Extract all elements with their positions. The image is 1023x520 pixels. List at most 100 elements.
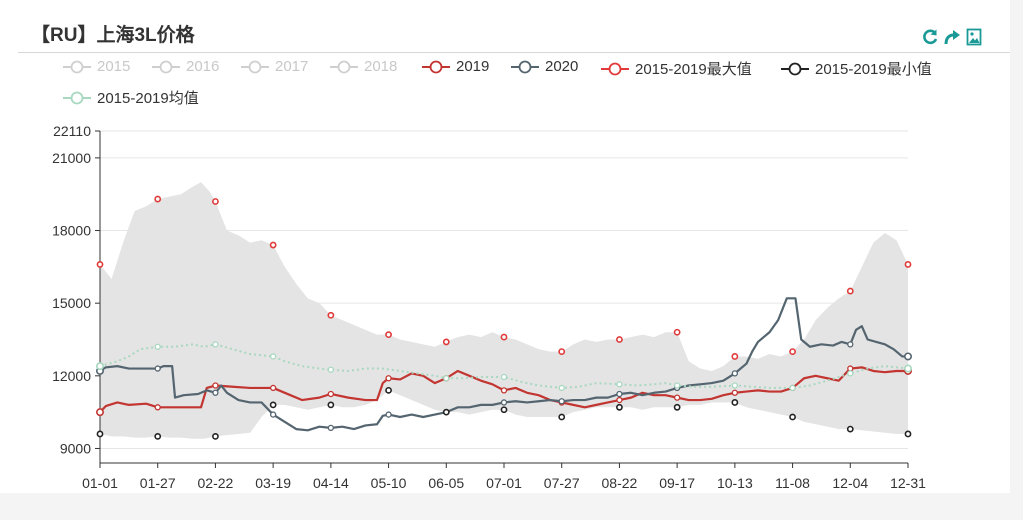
series-2015-2019最大值-point	[846, 287, 854, 295]
series-2015-2019均值-point	[673, 382, 681, 389]
legend-label-2015: 2015	[97, 58, 131, 75]
legend-marker-icon	[241, 60, 269, 73]
series-2015-2019最大值-point	[500, 333, 508, 341]
x-tick-label: 10-13	[717, 475, 753, 491]
series-2020-point	[731, 370, 739, 377]
legend-circle	[518, 60, 532, 73]
series-2020-point	[500, 399, 508, 406]
legend-circle	[788, 62, 802, 75]
series-2015-2019最小值-point	[558, 413, 566, 421]
legend-label-2019: 2019	[456, 58, 490, 75]
series-2015-2019最小值-point	[327, 401, 335, 409]
series-2015-2019最小值-point	[442, 408, 450, 416]
series-2019-line	[99, 366, 908, 413]
series-2015-2019均值-point	[154, 343, 161, 350]
series-2019-point	[96, 408, 105, 417]
series-2015-2019最大值-point	[616, 336, 623, 343]
series-2019-point	[154, 404, 161, 411]
series-2015-2019最大值-point	[442, 338, 450, 346]
legend-item-2016[interactable]: 2016	[151, 58, 219, 75]
legend-label-2018: 2018	[364, 58, 398, 75]
save-image-icon[interactable]	[965, 28, 983, 46]
series-2015-2019均值-point	[847, 370, 854, 377]
series-2019-point	[269, 384, 277, 392]
legend-item-2020[interactable]: 2020	[510, 58, 578, 75]
series-2020-point	[269, 411, 277, 418]
series-2015-2019均值-point	[269, 353, 277, 360]
legend-marker-icon	[63, 60, 91, 73]
legend-item-min[interactable]: 2015-2019最小值	[780, 58, 932, 79]
series-2015-2019均值-point	[616, 381, 623, 388]
legend-item-2015[interactable]: 2015	[62, 58, 130, 75]
series-2015-2019最小值-point	[673, 403, 681, 411]
series-2015-2019最大值-point	[789, 348, 796, 356]
series-2019-point	[673, 394, 681, 401]
x-tick-label: 12-31	[890, 475, 926, 491]
legend-marker-icon	[511, 60, 539, 73]
series-2020-point	[847, 341, 854, 348]
chart-card: 【RU】上海3L价格 2015 2016 2017	[0, 0, 1010, 493]
y-tick-label: 18000	[52, 223, 91, 239]
legend-item-max[interactable]: 2015-2019最大值	[600, 58, 752, 79]
series-2020-point	[558, 398, 565, 405]
share-icon[interactable]	[943, 28, 961, 46]
legend-marker-icon	[63, 91, 91, 104]
series-2019-point	[616, 396, 623, 404]
series-2015-2019最大值-point	[385, 331, 392, 339]
legend-item-2017[interactable]: 2017	[240, 58, 308, 75]
refresh-icon[interactable]	[921, 28, 939, 46]
chart-title: 【RU】上海3L价格	[31, 25, 195, 46]
series-2015-2019最大值-point	[154, 195, 162, 203]
series-2020-point	[212, 389, 219, 396]
x-tick-label: 03-19	[255, 475, 291, 491]
line-chart: 9000 12000 15000 18000 21000 22110 01-01 01-27 0…	[52, 123, 926, 491]
series-2020-point	[903, 352, 912, 361]
legend-circle	[159, 60, 173, 73]
y-tick-label: 15000	[52, 295, 91, 311]
legend-marker-icon	[422, 60, 450, 73]
series-2020-point	[327, 424, 335, 432]
series-2015-2019最小值-point	[269, 401, 277, 409]
y-tick-label: 12000	[52, 368, 91, 384]
series-2015-2019最大值-point	[96, 261, 104, 268]
legend-marker-icon	[152, 60, 180, 73]
series-2015-2019均值-point	[500, 373, 508, 381]
legend-circle	[608, 62, 622, 75]
legend-label-2017: 2017	[275, 58, 309, 75]
legend-item-mean[interactable]: 2015-2019均值	[62, 87, 199, 108]
series-2015-2019均值-point	[96, 362, 105, 371]
series-2020-point	[385, 411, 392, 418]
x-tick-label: 11-08	[775, 475, 810, 491]
series-2020-point	[154, 365, 161, 372]
series-2019-point	[500, 387, 508, 394]
series-2019-point	[385, 375, 392, 382]
series-2015-2019最小值-point	[212, 432, 219, 440]
series-2015-2019最小值-point	[904, 430, 912, 438]
series-2015-2019最大值-point	[731, 353, 739, 360]
x-tick-label: 12-04	[832, 475, 868, 491]
x-tick-label: 09-17	[659, 475, 695, 491]
series-2015-2019最小值-point	[500, 406, 508, 414]
legend-marker-icon	[781, 62, 809, 75]
legend-marker-icon	[601, 62, 629, 75]
legend-item-2018[interactable]: 2018	[329, 58, 397, 75]
series-2015-2019均值-point	[789, 384, 796, 392]
series-2015-2019最小值-point	[731, 399, 739, 406]
title-divider	[18, 52, 1010, 53]
legend-marker-icon	[330, 60, 358, 73]
series-2015-2019最大值-point	[327, 311, 335, 319]
x-tick-label: 04-14	[313, 475, 349, 491]
legend-item-2019[interactable]: 2019	[421, 58, 489, 75]
series-2015-2019最小值-point	[96, 430, 104, 438]
series-2015-2019最小值-point	[616, 403, 623, 411]
legend-circle	[337, 60, 351, 73]
x-tick-label: 01-27	[140, 475, 176, 491]
series-2015-2019最小值-point	[789, 413, 796, 421]
series-2015-2019最小值-point	[846, 425, 854, 433]
series-2015-2019最大值-point	[212, 198, 219, 205]
series-2015-2019均值-line	[99, 343, 909, 389]
toolbox	[921, 28, 983, 46]
legend-label-min: 2015-2019最小值	[815, 61, 932, 78]
series-2019-point	[327, 390, 335, 398]
series-2015-2019均值-point	[443, 375, 450, 382]
